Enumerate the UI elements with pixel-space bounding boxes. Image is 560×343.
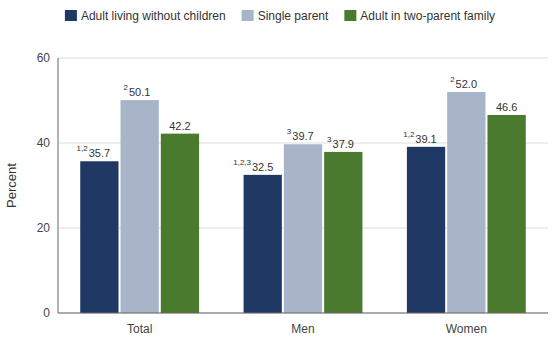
bar (447, 92, 485, 313)
bar (161, 134, 199, 313)
bar (284, 144, 322, 313)
chart: 0204060Percent35.71,250.1242.232.51,2,33… (0, 0, 560, 343)
grid-line (58, 313, 548, 314)
legend-swatch (242, 10, 254, 21)
legend-swatch (344, 10, 356, 21)
legend-label: Single parent (258, 9, 329, 23)
data-label: 52.0 (456, 78, 477, 90)
superscript: 3 (287, 127, 292, 136)
y-tick-label: 20 (37, 221, 51, 235)
legend-label: Adult in two-parent family (360, 9, 495, 23)
bars (80, 92, 526, 313)
data-label: 35.7 (89, 147, 110, 159)
legend-item: Adult living without children (65, 9, 226, 23)
superscript: 2 (450, 75, 455, 84)
x-axis (58, 313, 548, 314)
bar (324, 152, 362, 313)
x-tick-label: Women (446, 322, 487, 336)
bar (80, 161, 118, 313)
grid-line (58, 58, 548, 59)
x-tick-label: Men (291, 322, 314, 336)
superscript: 1,2 (403, 130, 415, 139)
legend-item: Adult in two-parent family (344, 9, 495, 23)
x-tick-label: Total (127, 322, 152, 336)
legend: Adult living without children Single pare… (65, 9, 495, 23)
data-label: 37.9 (333, 138, 354, 150)
superscript: 3 (327, 135, 332, 144)
bar (487, 115, 525, 313)
y-tick-label: 60 (37, 51, 51, 65)
legend-label: Adult living without children (81, 9, 226, 23)
bar (244, 175, 282, 313)
superscript: 1,2,3 (233, 158, 251, 167)
y-tick-label: 0 (43, 306, 50, 320)
data-label: 39.7 (292, 130, 313, 142)
data-label: 46.6 (496, 101, 517, 113)
data-label: 39.1 (415, 133, 436, 145)
y-tick-label: 40 (37, 136, 51, 150)
legend-swatch (65, 10, 77, 21)
data-label: 42.2 (169, 120, 190, 132)
y-axis-label: Percent (4, 163, 19, 208)
data-label: 32.5 (252, 161, 273, 173)
bar (407, 147, 445, 313)
y-axis (58, 58, 59, 313)
data-label: 50.1 (129, 86, 150, 98)
superscript: 1,2 (77, 144, 89, 153)
superscript: 2 (124, 83, 129, 92)
bar (121, 100, 159, 313)
data-labels: 35.71,250.1242.232.51,2,339.7337.9339.11… (77, 75, 518, 173)
legend-item: Single parent (242, 9, 329, 23)
